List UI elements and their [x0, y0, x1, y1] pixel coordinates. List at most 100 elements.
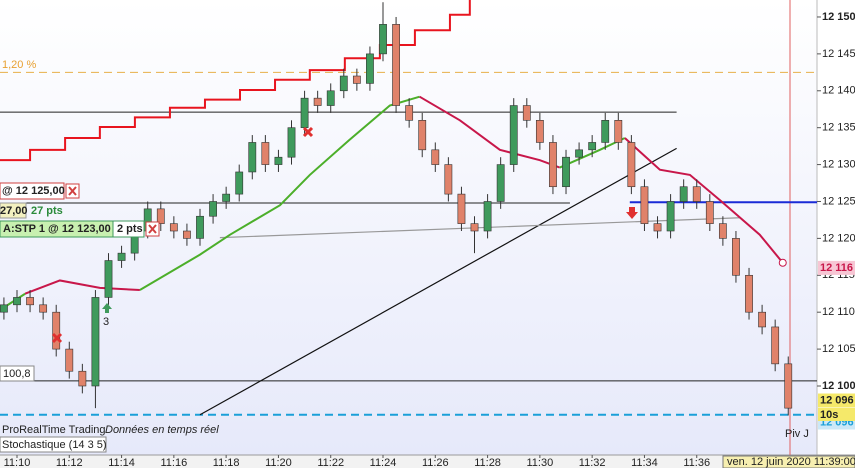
candle-body: [235, 171, 244, 195]
x-tick-label: 11:12: [56, 457, 83, 468]
candle-body: [732, 238, 740, 276]
candle-body: [562, 156, 570, 188]
y-tick-label: 12 125: [822, 195, 855, 207]
x-tick-label: 11:34: [631, 457, 658, 468]
ma-end: [778, 258, 787, 267]
candle-body: [274, 156, 283, 165]
pts-box: [112, 220, 145, 238]
moving-average: [419, 95, 561, 169]
trade-marker: [51, 332, 63, 344]
candle-body: [535, 120, 544, 143]
moving-average: [139, 95, 420, 291]
x-tick-label: 11:24: [370, 457, 397, 468]
annotation: Stochastique (14 3 5): [2, 439, 107, 451]
date-box: [722, 455, 855, 468]
candle-body: [601, 120, 610, 143]
y-tick-label: 12 130: [822, 158, 855, 170]
close-x: [68, 186, 77, 196]
price-tag-label: 12 116: [820, 262, 853, 274]
order-box: [0, 182, 65, 200]
candle-body: [39, 304, 48, 313]
candle-body: [509, 105, 518, 165]
value-box: [0, 365, 35, 382]
candle-body: [522, 105, 531, 121]
candle-body: [26, 297, 34, 306]
close-x: [148, 224, 157, 234]
annotation: 27 pts: [31, 205, 63, 217]
candle-body: [65, 348, 74, 372]
candle-body: [575, 149, 583, 158]
sell-arrow: [626, 207, 638, 219]
candle-body: [431, 149, 440, 165]
y-tick-label: 12 150: [822, 11, 855, 23]
candle-body: [339, 75, 348, 92]
candle-body: [666, 201, 675, 232]
x-tick-label: 11:10: [4, 457, 31, 468]
annotation: A:STP 1 @ 12 123,00: [3, 223, 111, 235]
candle-body: [470, 223, 479, 232]
y-tick-label: 12 140: [822, 85, 855, 97]
candle-body: [392, 24, 400, 106]
x-tick-label: 11:26: [422, 457, 449, 468]
candle-body: [326, 90, 335, 106]
candle-body: [653, 223, 662, 232]
candle-body: [771, 326, 780, 365]
candle-body: [549, 142, 557, 188]
date-label: ven. 12 juin 2020 11:39:00: [727, 456, 855, 468]
candle-body: [169, 223, 178, 232]
candle-body: [352, 75, 361, 84]
trend-line: [199, 147, 677, 416]
candle-body: [496, 164, 505, 202]
candle-body: [13, 297, 21, 306]
annotation: 2 pts: [117, 223, 143, 235]
candle-body: [745, 274, 753, 313]
candle-body: [379, 24, 387, 55]
price-tag: [818, 393, 855, 408]
candle-body: [300, 97, 309, 128]
candle-body: [52, 311, 61, 350]
candle-body: [366, 53, 374, 84]
candle-body: [784, 363, 793, 409]
candle-body: [0, 304, 8, 313]
y-tick-label: 12 120: [822, 232, 855, 244]
candle-body: [104, 260, 113, 298]
x-tick-label: 11:30: [527, 457, 554, 468]
candle-body: [758, 311, 766, 328]
candle-body: [183, 230, 191, 239]
y-tick-label: 12 105: [822, 343, 855, 355]
candle-body: [705, 201, 714, 224]
y-tick-label: 12 110: [822, 306, 855, 318]
candle-body: [313, 97, 322, 106]
y-tick-label: 12 145: [822, 48, 855, 60]
candle-body: [692, 186, 701, 202]
timer-label: 10s: [820, 409, 838, 421]
candle-body: [222, 193, 231, 202]
y-tick-label: 12 135: [822, 122, 855, 134]
indicator-box: [0, 436, 107, 453]
x-tick-label: 11:14: [108, 457, 135, 468]
y-axis-bg: [817, 0, 855, 455]
trade-marker: [302, 126, 314, 138]
price-tag: [818, 260, 855, 275]
candle-body: [679, 186, 688, 202]
candle-body: [483, 201, 492, 232]
x-tick-label: 11:32: [579, 457, 606, 468]
stop-line: [0, 0, 471, 162]
candle-body: [78, 370, 87, 387]
x-tick-label: 11:22: [317, 457, 344, 468]
candle-body: [405, 105, 414, 121]
candle-body: [156, 208, 165, 224]
annotation: 3: [103, 316, 109, 328]
candle-body: [444, 164, 453, 195]
candle-body: [91, 297, 100, 387]
annotation: 100,8: [3, 368, 31, 380]
trend-line: [219, 217, 740, 239]
candle-body: [117, 252, 126, 261]
pnl-box: [0, 202, 27, 219]
x-tick-label: 11:18: [213, 457, 240, 468]
annotation: 1,20 %: [2, 59, 36, 71]
y-tick-label: 12 100: [822, 380, 855, 392]
candle-body: [261, 142, 270, 165]
candle-body: [196, 215, 204, 239]
